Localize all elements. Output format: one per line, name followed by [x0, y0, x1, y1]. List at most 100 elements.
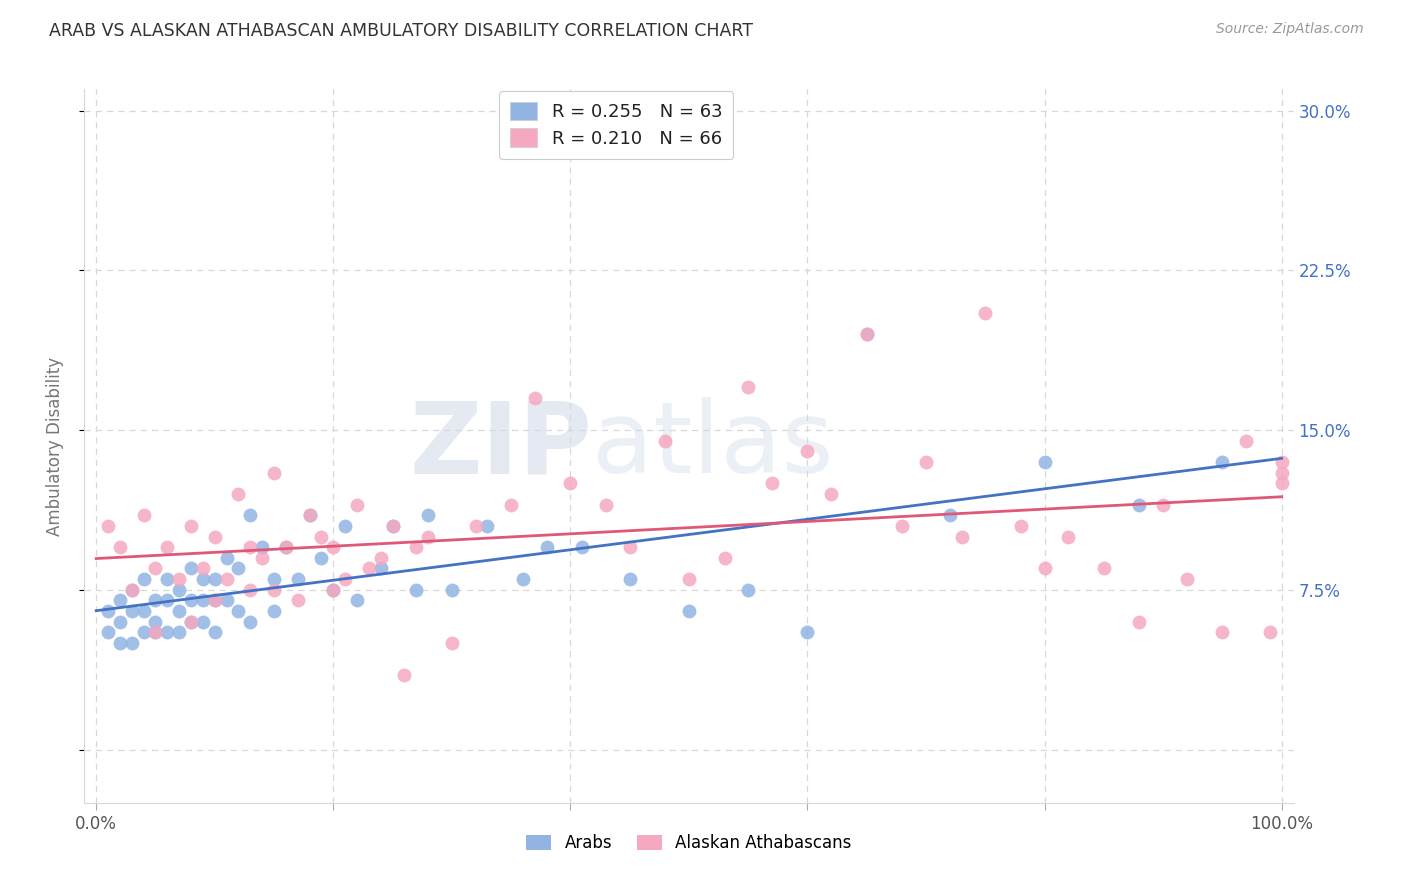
Point: [405, 540, 427, 554]
Point: [418, 529, 440, 543]
Point: [619, 572, 641, 586]
Point: [239, 540, 262, 554]
Y-axis label: Ambulatory Disability: Ambulatory Disability: [45, 357, 63, 535]
Point: [180, 615, 202, 629]
Point: [1092, 561, 1115, 575]
Point: [97, 604, 120, 618]
Point: [915, 455, 938, 469]
Point: [394, 668, 416, 682]
Text: ZIP: ZIP: [409, 398, 592, 494]
Point: [156, 593, 179, 607]
Point: [820, 487, 842, 501]
Point: [1271, 466, 1294, 480]
Point: [737, 582, 759, 597]
Point: [156, 625, 179, 640]
Point: [761, 476, 783, 491]
Point: [180, 519, 202, 533]
Point: [678, 572, 700, 586]
Point: [418, 508, 440, 523]
Point: [274, 540, 297, 554]
Point: [855, 327, 877, 342]
Point: [228, 604, 250, 618]
Point: [108, 636, 131, 650]
Point: [191, 593, 214, 607]
Point: [263, 604, 285, 618]
Point: [239, 582, 262, 597]
Point: [108, 540, 131, 554]
Point: [370, 550, 392, 565]
Point: [796, 444, 818, 458]
Point: [167, 582, 190, 597]
Point: [1152, 498, 1174, 512]
Point: [370, 561, 392, 575]
Point: [1010, 519, 1032, 533]
Point: [228, 561, 250, 575]
Point: [713, 550, 735, 565]
Point: [1033, 455, 1056, 469]
Point: [477, 519, 499, 533]
Point: [180, 615, 202, 629]
Point: [145, 561, 167, 575]
Point: [560, 476, 582, 491]
Point: [938, 508, 960, 523]
Point: [239, 615, 262, 629]
Legend: Arabs, Alaskan Athabascans: Arabs, Alaskan Athabascans: [519, 828, 859, 859]
Point: [333, 572, 356, 586]
Point: [891, 519, 914, 533]
Point: [523, 391, 546, 405]
Point: [204, 593, 226, 607]
Point: [250, 540, 273, 554]
Point: [654, 434, 676, 448]
Point: [167, 572, 190, 586]
Point: [204, 625, 226, 640]
Point: [121, 582, 143, 597]
Point: [167, 625, 190, 640]
Point: [440, 636, 463, 650]
Point: [1271, 476, 1294, 491]
Point: [1128, 615, 1150, 629]
Point: [357, 561, 380, 575]
Point: [145, 615, 167, 629]
Point: [1033, 561, 1056, 575]
Point: [1175, 572, 1198, 586]
Point: [191, 615, 214, 629]
Point: [322, 582, 344, 597]
Text: ARAB VS ALASKAN ATHABASCAN AMBULATORY DISABILITY CORRELATION CHART: ARAB VS ALASKAN ATHABASCAN AMBULATORY DI…: [49, 22, 754, 40]
Point: [97, 519, 120, 533]
Point: [121, 636, 143, 650]
Point: [381, 519, 404, 533]
Point: [619, 540, 641, 554]
Point: [204, 529, 226, 543]
Point: [121, 604, 143, 618]
Point: [1234, 434, 1257, 448]
Point: [108, 615, 131, 629]
Point: [322, 582, 344, 597]
Point: [974, 306, 997, 320]
Point: [239, 508, 262, 523]
Point: [263, 466, 285, 480]
Point: [1128, 498, 1150, 512]
Point: [737, 380, 759, 394]
Point: [215, 593, 238, 607]
Point: [1211, 455, 1233, 469]
Point: [204, 593, 226, 607]
Point: [1057, 529, 1080, 543]
Point: [191, 572, 214, 586]
Point: [512, 572, 534, 586]
Point: [145, 593, 167, 607]
Point: [464, 519, 486, 533]
Point: [215, 550, 238, 565]
Point: [333, 519, 356, 533]
Point: [311, 529, 333, 543]
Point: [855, 327, 877, 342]
Point: [274, 540, 297, 554]
Point: [440, 582, 463, 597]
Point: [501, 498, 523, 512]
Point: [167, 604, 190, 618]
Point: [121, 582, 143, 597]
Point: [678, 604, 700, 618]
Point: [132, 508, 155, 523]
Point: [346, 593, 368, 607]
Point: [132, 572, 155, 586]
Point: [595, 498, 617, 512]
